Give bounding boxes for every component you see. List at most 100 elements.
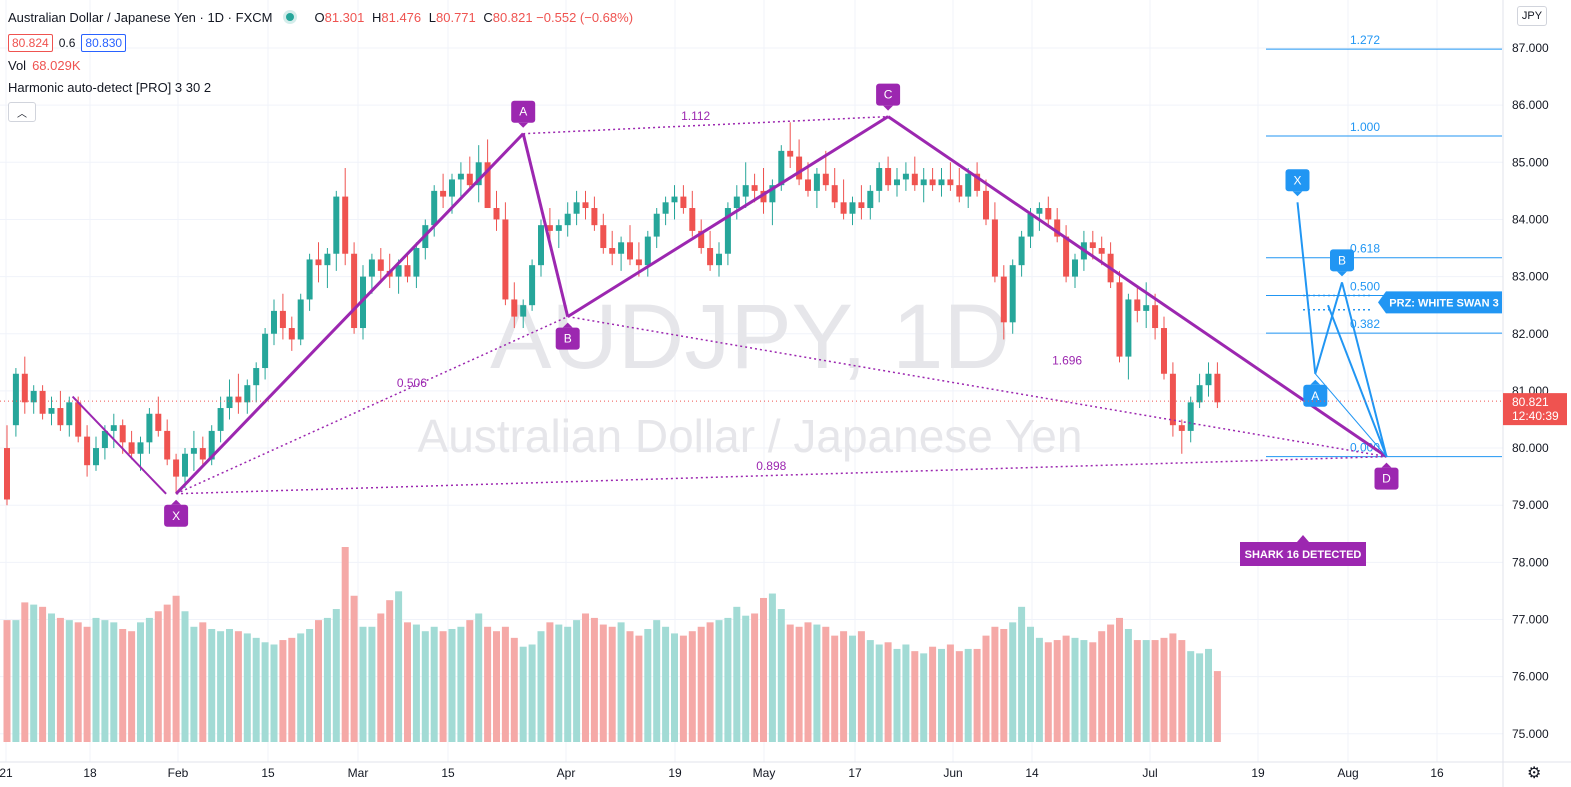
candle-body xyxy=(342,196,349,254)
volume-bar xyxy=(359,626,367,742)
low-value: 80.771 xyxy=(436,9,476,25)
volume-bar xyxy=(1196,653,1204,742)
candle-body xyxy=(1161,328,1167,374)
volume-bar xyxy=(1107,624,1115,742)
pattern-leg xyxy=(566,115,889,318)
candle-body xyxy=(956,185,963,197)
volume-bar xyxy=(430,626,438,742)
volume-bar xyxy=(377,613,385,742)
volume-bar xyxy=(1124,628,1132,742)
pattern-point-label: C xyxy=(884,88,893,102)
volume-bar xyxy=(1205,648,1212,742)
candle-body xyxy=(93,448,99,466)
fib-level-label: 0.382 xyxy=(1350,317,1380,331)
candle-body xyxy=(1089,242,1096,249)
indicator-name[interactable]: Harmonic auto-detect [PRO] 3 30 2 xyxy=(8,79,212,95)
candle-body xyxy=(75,402,82,437)
volume-bar xyxy=(279,640,287,742)
candle-body xyxy=(404,265,411,277)
candle-body xyxy=(564,213,571,226)
candle-body xyxy=(1214,373,1221,403)
volume-bar xyxy=(1213,671,1221,742)
candle-body xyxy=(555,225,562,231)
volume-bar xyxy=(608,626,616,742)
price-tick-label: 75.000 xyxy=(1512,727,1549,741)
volume-bar xyxy=(1009,622,1017,742)
volume-bar xyxy=(582,613,589,742)
candle-body xyxy=(333,196,340,254)
volume-bar xyxy=(911,651,919,742)
pattern-leg xyxy=(175,132,525,495)
candle-body xyxy=(511,299,518,317)
candle-body xyxy=(1196,385,1203,403)
candle-body xyxy=(689,208,696,231)
candle-body xyxy=(110,425,117,431)
pattern-point-marker xyxy=(511,100,536,123)
volume-bar xyxy=(519,646,527,742)
candle-body xyxy=(787,150,794,157)
candle-body xyxy=(297,299,304,340)
price-tick-label: 80.000 xyxy=(1512,441,1549,455)
pattern-point-marker xyxy=(555,327,580,350)
time-tick-label: Jul xyxy=(1142,766,1157,780)
pattern-point-label: A xyxy=(1311,389,1319,403)
candle-body xyxy=(805,179,811,191)
volume-bar xyxy=(395,591,403,742)
open-value: 81.301 xyxy=(324,9,365,25)
pattern-projection xyxy=(1327,304,1388,457)
candle-body xyxy=(965,173,972,197)
pattern-tag-text: SHARK 16 DETECTED xyxy=(1245,549,1362,561)
volume-bar xyxy=(938,648,945,742)
candle-body xyxy=(1178,425,1185,431)
candle-body xyxy=(742,185,749,197)
symbol-title[interactable]: Australian Dollar / Japanese Yen · 1D · … xyxy=(8,9,273,25)
candle-body xyxy=(235,396,242,403)
volume-bar xyxy=(323,617,331,742)
candle-body xyxy=(885,168,892,186)
pattern-ratio-line xyxy=(567,315,1387,458)
candle-body xyxy=(190,448,197,454)
volume-bar xyxy=(546,622,554,742)
candle-body xyxy=(760,190,767,203)
candle-body xyxy=(716,253,722,266)
price-tick-label: 87.000 xyxy=(1512,41,1549,55)
pattern-ratio-label: 1.696 xyxy=(1052,354,1082,368)
volume-bar xyxy=(1169,633,1177,742)
gear-icon[interactable]: ⚙ xyxy=(1527,765,1542,782)
volume-bar xyxy=(466,620,474,742)
volume-bar xyxy=(261,642,269,742)
pattern-tag-box xyxy=(1240,535,1366,566)
price-tick-label: 86.000 xyxy=(1512,98,1549,112)
candle-body xyxy=(4,448,10,500)
time-tick-label: 15 xyxy=(441,766,455,780)
volume-bar xyxy=(128,631,136,742)
ask-price[interactable]: 80.830 xyxy=(81,34,127,52)
volume-bar xyxy=(831,635,839,742)
time-tick-label: 19 xyxy=(668,766,682,780)
volume-bar xyxy=(644,628,652,742)
volume-bar xyxy=(404,622,411,742)
market-open-icon xyxy=(286,13,295,21)
candle-body xyxy=(707,248,714,266)
candle-body xyxy=(1205,373,1212,386)
volume-bar xyxy=(1062,635,1070,742)
candle-body xyxy=(1027,213,1034,237)
volume-bar xyxy=(501,626,509,742)
time-tick-label: Jun xyxy=(943,766,962,780)
candle-body xyxy=(929,179,936,186)
candle-body xyxy=(644,236,651,266)
candle-body xyxy=(529,265,536,306)
volume-bar xyxy=(119,628,127,742)
volume-bar xyxy=(724,617,732,742)
volume-bar xyxy=(1133,640,1141,742)
currency-button[interactable]: JPY xyxy=(1517,6,1547,26)
candle-body xyxy=(21,373,28,403)
collapse-legend-button[interactable]: ︿ xyxy=(8,102,36,122)
fib-level-label: 0.618 xyxy=(1350,242,1380,256)
pattern-leg xyxy=(1341,282,1388,457)
bid-price[interactable]: 80.824 xyxy=(8,34,53,52)
pattern-point-pointer xyxy=(1381,462,1392,468)
volume-bar xyxy=(1018,606,1026,742)
